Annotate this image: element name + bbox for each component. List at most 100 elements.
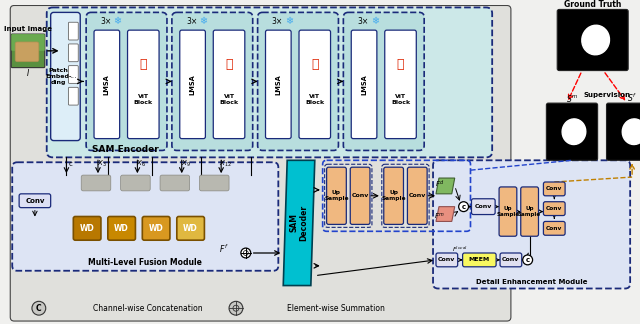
Text: $S^f$: $S^f$ [627, 92, 637, 104]
FancyBboxPatch shape [172, 12, 253, 150]
Text: Conv: Conv [438, 257, 456, 262]
FancyBboxPatch shape [607, 103, 640, 160]
FancyBboxPatch shape [500, 253, 522, 267]
Text: Conv: Conv [502, 257, 520, 262]
Text: SAM Encoder: SAM Encoder [92, 145, 159, 154]
Text: Up
Sample: Up Sample [497, 206, 520, 217]
FancyBboxPatch shape [463, 253, 496, 267]
Text: $F^f$: $F^f$ [220, 243, 229, 255]
FancyBboxPatch shape [10, 6, 511, 321]
Text: $F^{local}$: $F^{local}$ [452, 244, 468, 254]
Text: Up
Sample: Up Sample [381, 191, 406, 201]
FancyBboxPatch shape [68, 87, 78, 105]
Text: WD: WD [80, 224, 95, 233]
FancyBboxPatch shape [472, 199, 495, 214]
Text: Patch
Embed-
ding: Patch Embed- ding [45, 68, 72, 85]
Polygon shape [436, 178, 455, 194]
Text: SAM
Decoder: SAM Decoder [289, 205, 308, 241]
Text: c: c [68, 161, 72, 167]
FancyBboxPatch shape [94, 30, 120, 139]
FancyBboxPatch shape [127, 30, 159, 139]
Text: $X_9$: $X_9$ [180, 159, 191, 169]
Text: WD: WD [148, 224, 163, 233]
FancyBboxPatch shape [160, 175, 189, 191]
Text: 🔥: 🔥 [311, 58, 319, 71]
FancyBboxPatch shape [385, 30, 416, 139]
Text: Supervision: Supervision [584, 92, 631, 98]
FancyBboxPatch shape [547, 103, 598, 160]
Text: ViT
Block: ViT Block [391, 94, 410, 105]
FancyBboxPatch shape [68, 44, 78, 62]
FancyBboxPatch shape [266, 30, 291, 139]
FancyBboxPatch shape [81, 175, 111, 191]
Text: ViT
Block: ViT Block [305, 94, 324, 105]
Text: 🔥: 🔥 [397, 58, 404, 71]
FancyBboxPatch shape [68, 22, 78, 40]
FancyBboxPatch shape [12, 34, 45, 68]
FancyBboxPatch shape [344, 12, 424, 150]
Text: $S^m$: $S^m$ [566, 93, 578, 104]
Text: Conv: Conv [546, 206, 563, 211]
Text: Conv: Conv [546, 226, 563, 231]
FancyBboxPatch shape [543, 221, 565, 235]
Ellipse shape [582, 25, 609, 55]
Text: 3×: 3× [100, 17, 111, 26]
Text: $F^m$: $F^m$ [435, 211, 445, 221]
FancyBboxPatch shape [299, 30, 330, 139]
FancyBboxPatch shape [433, 160, 630, 288]
Text: WD: WD [115, 224, 129, 233]
Text: LMSA: LMSA [104, 74, 110, 95]
FancyBboxPatch shape [258, 12, 339, 150]
Text: 3×: 3× [272, 17, 283, 26]
FancyBboxPatch shape [326, 167, 346, 225]
Text: 🔥: 🔥 [140, 58, 147, 71]
FancyBboxPatch shape [86, 12, 167, 150]
Text: ❄: ❄ [199, 16, 207, 26]
Text: MEEM: MEEM [468, 257, 490, 262]
FancyBboxPatch shape [351, 30, 377, 139]
FancyBboxPatch shape [74, 216, 101, 240]
FancyBboxPatch shape [543, 182, 565, 196]
FancyBboxPatch shape [499, 187, 517, 236]
Text: ViT
Block: ViT Block [220, 94, 239, 105]
Text: LMSA: LMSA [361, 74, 367, 95]
FancyBboxPatch shape [521, 187, 538, 236]
Circle shape [523, 255, 532, 265]
Text: Ground Truth: Ground Truth [564, 0, 621, 9]
Polygon shape [284, 160, 315, 285]
FancyBboxPatch shape [47, 7, 492, 157]
FancyBboxPatch shape [200, 175, 229, 191]
FancyBboxPatch shape [384, 167, 403, 225]
Text: Conv: Conv [351, 193, 369, 198]
Text: LMSA: LMSA [275, 74, 282, 95]
FancyBboxPatch shape [68, 66, 78, 83]
FancyBboxPatch shape [543, 202, 565, 215]
Text: ❄: ❄ [371, 16, 379, 26]
Text: 3×: 3× [358, 17, 369, 26]
FancyBboxPatch shape [557, 9, 628, 71]
Text: Up
Sample: Up Sample [518, 206, 541, 217]
Text: Detail Enhancement Module: Detail Enhancement Module [476, 279, 588, 284]
Ellipse shape [622, 119, 640, 145]
Circle shape [459, 202, 468, 212]
Polygon shape [436, 207, 455, 221]
FancyBboxPatch shape [108, 216, 136, 240]
Text: Channel-wise Concatenation: Channel-wise Concatenation [93, 304, 203, 313]
Ellipse shape [562, 119, 586, 145]
Text: WD: WD [183, 224, 198, 233]
FancyBboxPatch shape [51, 12, 80, 141]
Text: $I$: $I$ [26, 67, 30, 78]
Text: Element-wise Summation: Element-wise Summation [287, 304, 385, 313]
Text: $F^d$: $F^d$ [435, 178, 445, 190]
Text: $X_{12}$: $X_{12}$ [219, 159, 232, 169]
Text: ViT
Block: ViT Block [134, 94, 153, 105]
Text: ❄: ❄ [114, 16, 122, 26]
FancyBboxPatch shape [177, 216, 204, 240]
Text: LMSA: LMSA [189, 74, 196, 95]
FancyBboxPatch shape [12, 162, 278, 271]
FancyBboxPatch shape [436, 253, 458, 267]
FancyBboxPatch shape [15, 42, 39, 62]
Circle shape [241, 248, 251, 258]
Text: $X_6$: $X_6$ [136, 159, 147, 169]
Text: Conv: Conv [475, 204, 492, 209]
